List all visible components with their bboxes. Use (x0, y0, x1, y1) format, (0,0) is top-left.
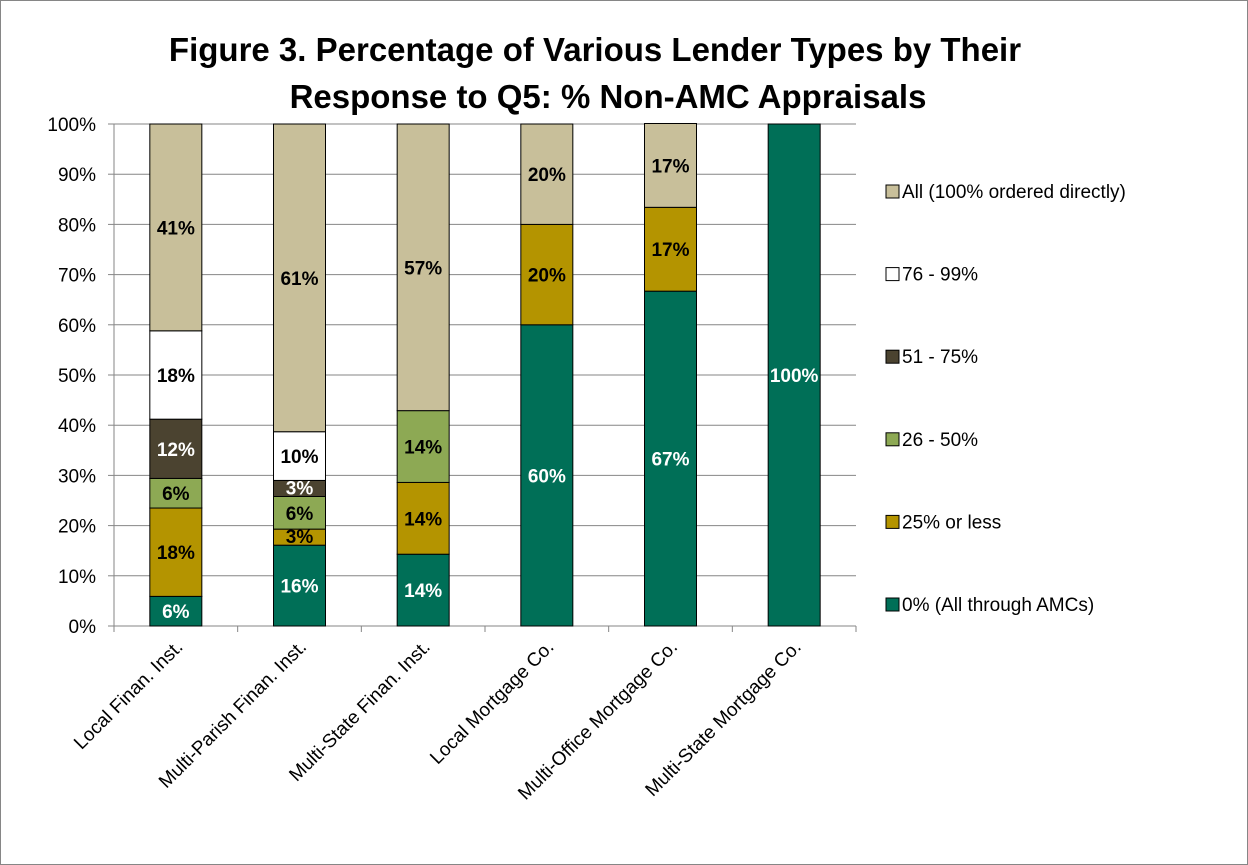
data-label: 20% (528, 266, 566, 287)
legend: All (100% ordered directly) 76 - 99% 51 - … (885, 182, 1126, 616)
bar-segment (273, 495, 326, 530)
data-label: 20% (528, 165, 566, 186)
bar-segment (149, 123, 203, 332)
legend-label: 26 - 50% (902, 430, 978, 451)
data-label: 12% (157, 440, 195, 461)
bar-segment (767, 123, 821, 627)
legend-label: 76 - 99% (902, 265, 978, 286)
bar-segment (644, 290, 697, 627)
data-label: 3% (286, 527, 314, 548)
legend-swatch (885, 184, 900, 199)
y-tick-label: 80% (58, 215, 96, 236)
data-labels: 6%18%6%12%18%41%16%3%6%3%10%61%14%14%14%… (157, 156, 819, 623)
bar-segment (396, 123, 450, 412)
x-axis-category-labels: Local Finan. Inst.Multi-Parish Finan. In… (70, 637, 806, 805)
bar-segment (644, 206, 697, 292)
legend-label: 0% (All through AMCs) (902, 595, 1094, 616)
data-label: 14% (404, 509, 442, 530)
data-label: 57% (404, 258, 442, 279)
bar-segment (520, 123, 574, 225)
data-label: 16% (280, 577, 318, 598)
y-tick-label: 30% (58, 466, 96, 487)
chart-title-line-2: Response to Q5: % Non-AMC Appraisals (290, 78, 927, 115)
y-tick-label: 70% (58, 266, 96, 287)
y-tick-label: 100% (47, 115, 96, 136)
legend-swatch (885, 267, 900, 282)
bar-segment (149, 595, 203, 627)
y-tick-label: 10% (58, 567, 96, 588)
data-label: 17% (651, 156, 689, 177)
legend-swatch (885, 432, 900, 447)
data-label: 14% (404, 581, 442, 602)
chart-title-line-1: Figure 3. Percentage of Various Lender T… (169, 31, 1021, 68)
data-label: 60% (528, 466, 566, 487)
data-label: 10% (280, 447, 318, 468)
bar-segment (520, 324, 574, 627)
y-tick-label: 90% (58, 165, 96, 186)
data-label: 6% (162, 602, 190, 623)
bar-segment (273, 123, 326, 433)
legend-label: All (100% ordered directly) (902, 182, 1126, 203)
data-label: 14% (404, 438, 442, 459)
legend-swatch (885, 349, 900, 364)
legend-swatch (885, 597, 900, 612)
bar-segment (149, 418, 203, 479)
y-tick-label: 60% (58, 316, 96, 337)
x-category-label: Multi-State Finan. Inst. (285, 637, 434, 786)
bar-segment (149, 330, 203, 420)
data-label: 41% (157, 218, 195, 239)
y-tick-label: 40% (58, 416, 96, 437)
data-label: 67% (651, 450, 689, 471)
data-label: 18% (157, 543, 195, 564)
y-tick-label: 50% (58, 366, 96, 387)
bar-segment (273, 431, 326, 481)
legend-label: 51 - 75% (902, 347, 978, 368)
y-tick-label: 20% (58, 517, 96, 538)
data-label: 61% (280, 269, 318, 290)
data-label: 6% (162, 484, 190, 505)
data-label: 3% (286, 478, 314, 499)
bars (149, 122, 821, 627)
bar-segment (520, 223, 574, 326)
data-label: 100% (770, 366, 819, 387)
data-label: 18% (157, 366, 195, 387)
legend-label: 25% or less (902, 512, 1001, 533)
bar-segment (396, 410, 450, 483)
axes (113, 124, 857, 632)
data-label: 17% (651, 240, 689, 261)
legend-swatch (885, 514, 900, 529)
x-category-label: Local Mortgage Co. (426, 637, 558, 769)
chart-title: Figure 3. Percentage of Various Lender T… (169, 31, 1021, 115)
y-axis-tick-labels: 0% 10% 20% 30% 40% 50% 60% 70% 80% 90% 100% (47, 115, 96, 638)
bar-segment (644, 122, 697, 208)
y-tick-label: 0% (69, 617, 97, 638)
gridlines (108, 123, 856, 627)
bar-segment (149, 507, 203, 597)
data-label: 6% (286, 504, 314, 525)
x-category-label: Local Finan. Inst. (70, 637, 187, 754)
